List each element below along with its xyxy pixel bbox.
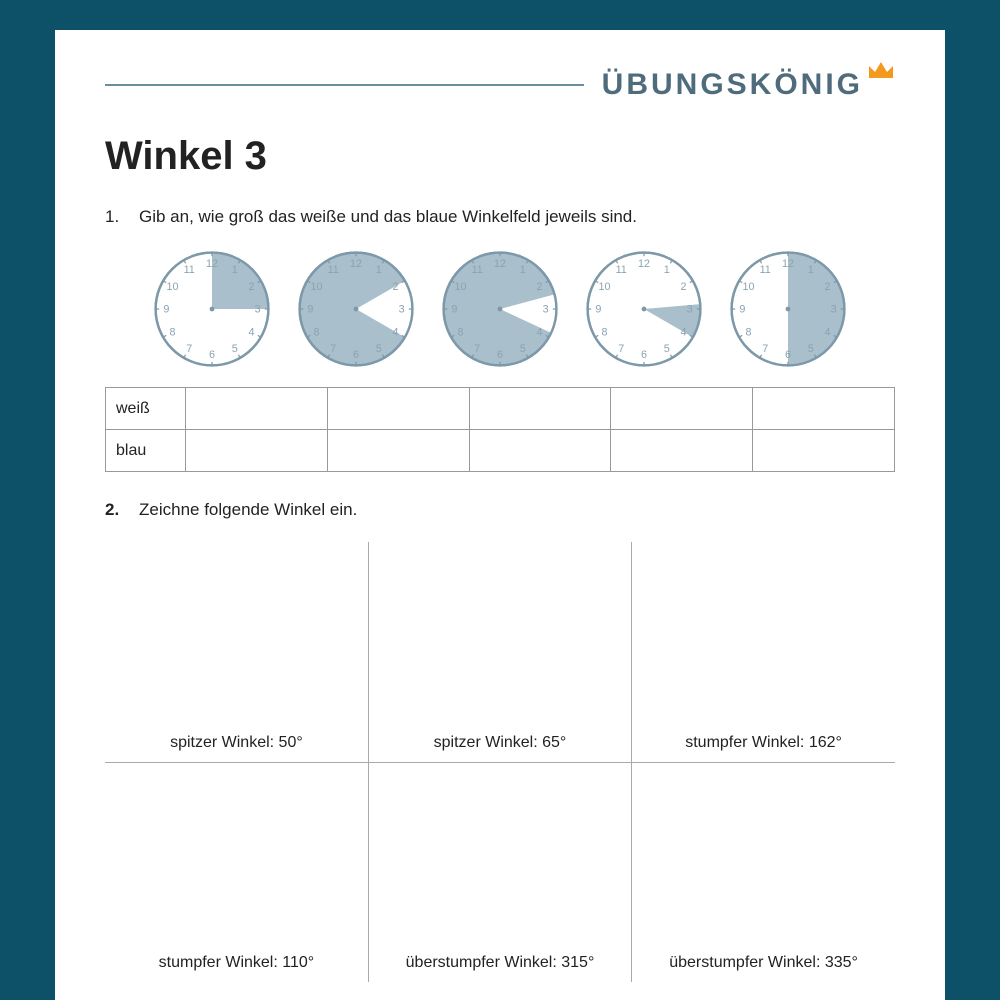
svg-text:12: 12 [350,258,362,270]
row-label-blue: blau [106,430,186,472]
svg-text:4: 4 [680,326,686,338]
svg-text:9: 9 [739,304,745,316]
angle-grid: spitzer Winkel: 50° spitzer Winkel: 65° … [105,542,895,982]
svg-text:6: 6 [209,349,215,361]
svg-text:11: 11 [184,264,195,276]
question-2: 2. Zeichne folgende Winkel ein. [105,500,895,520]
grid-cell: stumpfer Winkel: 162° [632,542,895,762]
q2-number: 2. [105,500,125,520]
page-title: Winkel 3 [105,134,895,179]
svg-text:10: 10 [167,281,179,293]
svg-text:2: 2 [248,281,254,293]
svg-text:5: 5 [808,343,814,355]
grid-cell: spitzer Winkel: 65° [368,542,631,762]
svg-text:10: 10 [455,281,467,293]
svg-text:2: 2 [392,281,398,293]
question-1: 1. Gib an, wie groß das weiße und das bl… [105,207,895,227]
q1-number: 1. [105,207,125,227]
svg-text:5: 5 [520,343,526,355]
svg-text:8: 8 [170,326,176,338]
svg-text:5: 5 [664,343,670,355]
svg-text:12: 12 [494,258,506,270]
clock-diagram: 123456789101112 [728,249,848,369]
q1-text: Gib an, wie groß das weiße und das blaue… [139,207,637,227]
svg-text:2: 2 [536,281,542,293]
svg-text:2: 2 [680,281,686,293]
clock-diagram: 123456789101112 [584,249,704,369]
svg-text:6: 6 [785,349,791,361]
svg-text:9: 9 [163,304,169,316]
svg-text:4: 4 [392,326,398,338]
svg-text:10: 10 [743,281,755,293]
svg-text:5: 5 [232,343,238,355]
q2-text: Zeichne folgende Winkel ein. [139,500,357,520]
grid-row: spitzer Winkel: 50° spitzer Winkel: 65° … [105,542,895,762]
svg-text:1: 1 [232,264,238,276]
grid-row: stumpfer Winkel: 110° überstumpfer Winke… [105,762,895,982]
answer-table: weiß blau [105,387,895,472]
svg-text:11: 11 [616,264,627,276]
svg-text:4: 4 [824,326,830,338]
grid-cell: stumpfer Winkel: 110° [105,762,368,982]
svg-text:3: 3 [255,304,261,316]
svg-text:11: 11 [760,264,771,276]
grid-cell: überstumpfer Winkel: 315° [368,762,631,982]
svg-text:7: 7 [330,343,336,355]
grid-cell: überstumpfer Winkel: 335° [632,762,895,982]
clock-diagram: 123456789101112 [152,249,272,369]
svg-text:6: 6 [641,349,647,361]
header-rule [105,84,584,86]
crown-icon [867,60,895,87]
svg-text:8: 8 [602,326,608,338]
svg-text:8: 8 [746,326,752,338]
svg-text:12: 12 [782,258,794,270]
clock-row: 1234567891011121234567891011121234567891… [105,249,895,369]
worksheet-page: ÜBUNGSKÖNIG Winkel 3 1. Gib an, wie groß… [55,30,945,1000]
svg-text:9: 9 [307,304,313,316]
svg-text:1: 1 [520,264,526,276]
clock-diagram: 123456789101112 [296,249,416,369]
svg-text:7: 7 [474,343,480,355]
svg-text:3: 3 [543,304,549,316]
svg-text:10: 10 [311,281,323,293]
svg-text:4: 4 [536,326,542,338]
svg-text:2: 2 [824,281,830,293]
svg-text:12: 12 [638,258,650,270]
svg-text:6: 6 [353,349,359,361]
row-label-white: weiß [106,388,186,430]
svg-text:1: 1 [808,264,814,276]
table-row: blau [106,430,895,472]
svg-text:9: 9 [451,304,457,316]
svg-text:7: 7 [618,343,624,355]
grid-cell: spitzer Winkel: 50° [105,542,368,762]
clock-diagram: 123456789101112 [440,249,560,369]
svg-text:1: 1 [376,264,382,276]
svg-text:4: 4 [248,326,254,338]
svg-text:3: 3 [687,304,693,316]
svg-text:10: 10 [599,281,611,293]
header: ÜBUNGSKÖNIG [105,68,895,102]
svg-text:3: 3 [399,304,405,316]
svg-text:8: 8 [458,326,464,338]
svg-text:6: 6 [497,349,503,361]
table-row: weiß [106,388,895,430]
svg-text:5: 5 [376,343,382,355]
logo: ÜBUNGSKÖNIG [602,68,895,102]
svg-text:8: 8 [314,326,320,338]
svg-text:11: 11 [328,264,339,276]
svg-text:7: 7 [762,343,768,355]
svg-text:7: 7 [186,343,192,355]
svg-text:12: 12 [206,258,218,270]
svg-text:3: 3 [831,304,837,316]
logo-text: ÜBUNGSKÖNIG [602,68,863,102]
svg-text:11: 11 [472,264,483,276]
svg-text:1: 1 [664,264,670,276]
svg-text:9: 9 [595,304,601,316]
